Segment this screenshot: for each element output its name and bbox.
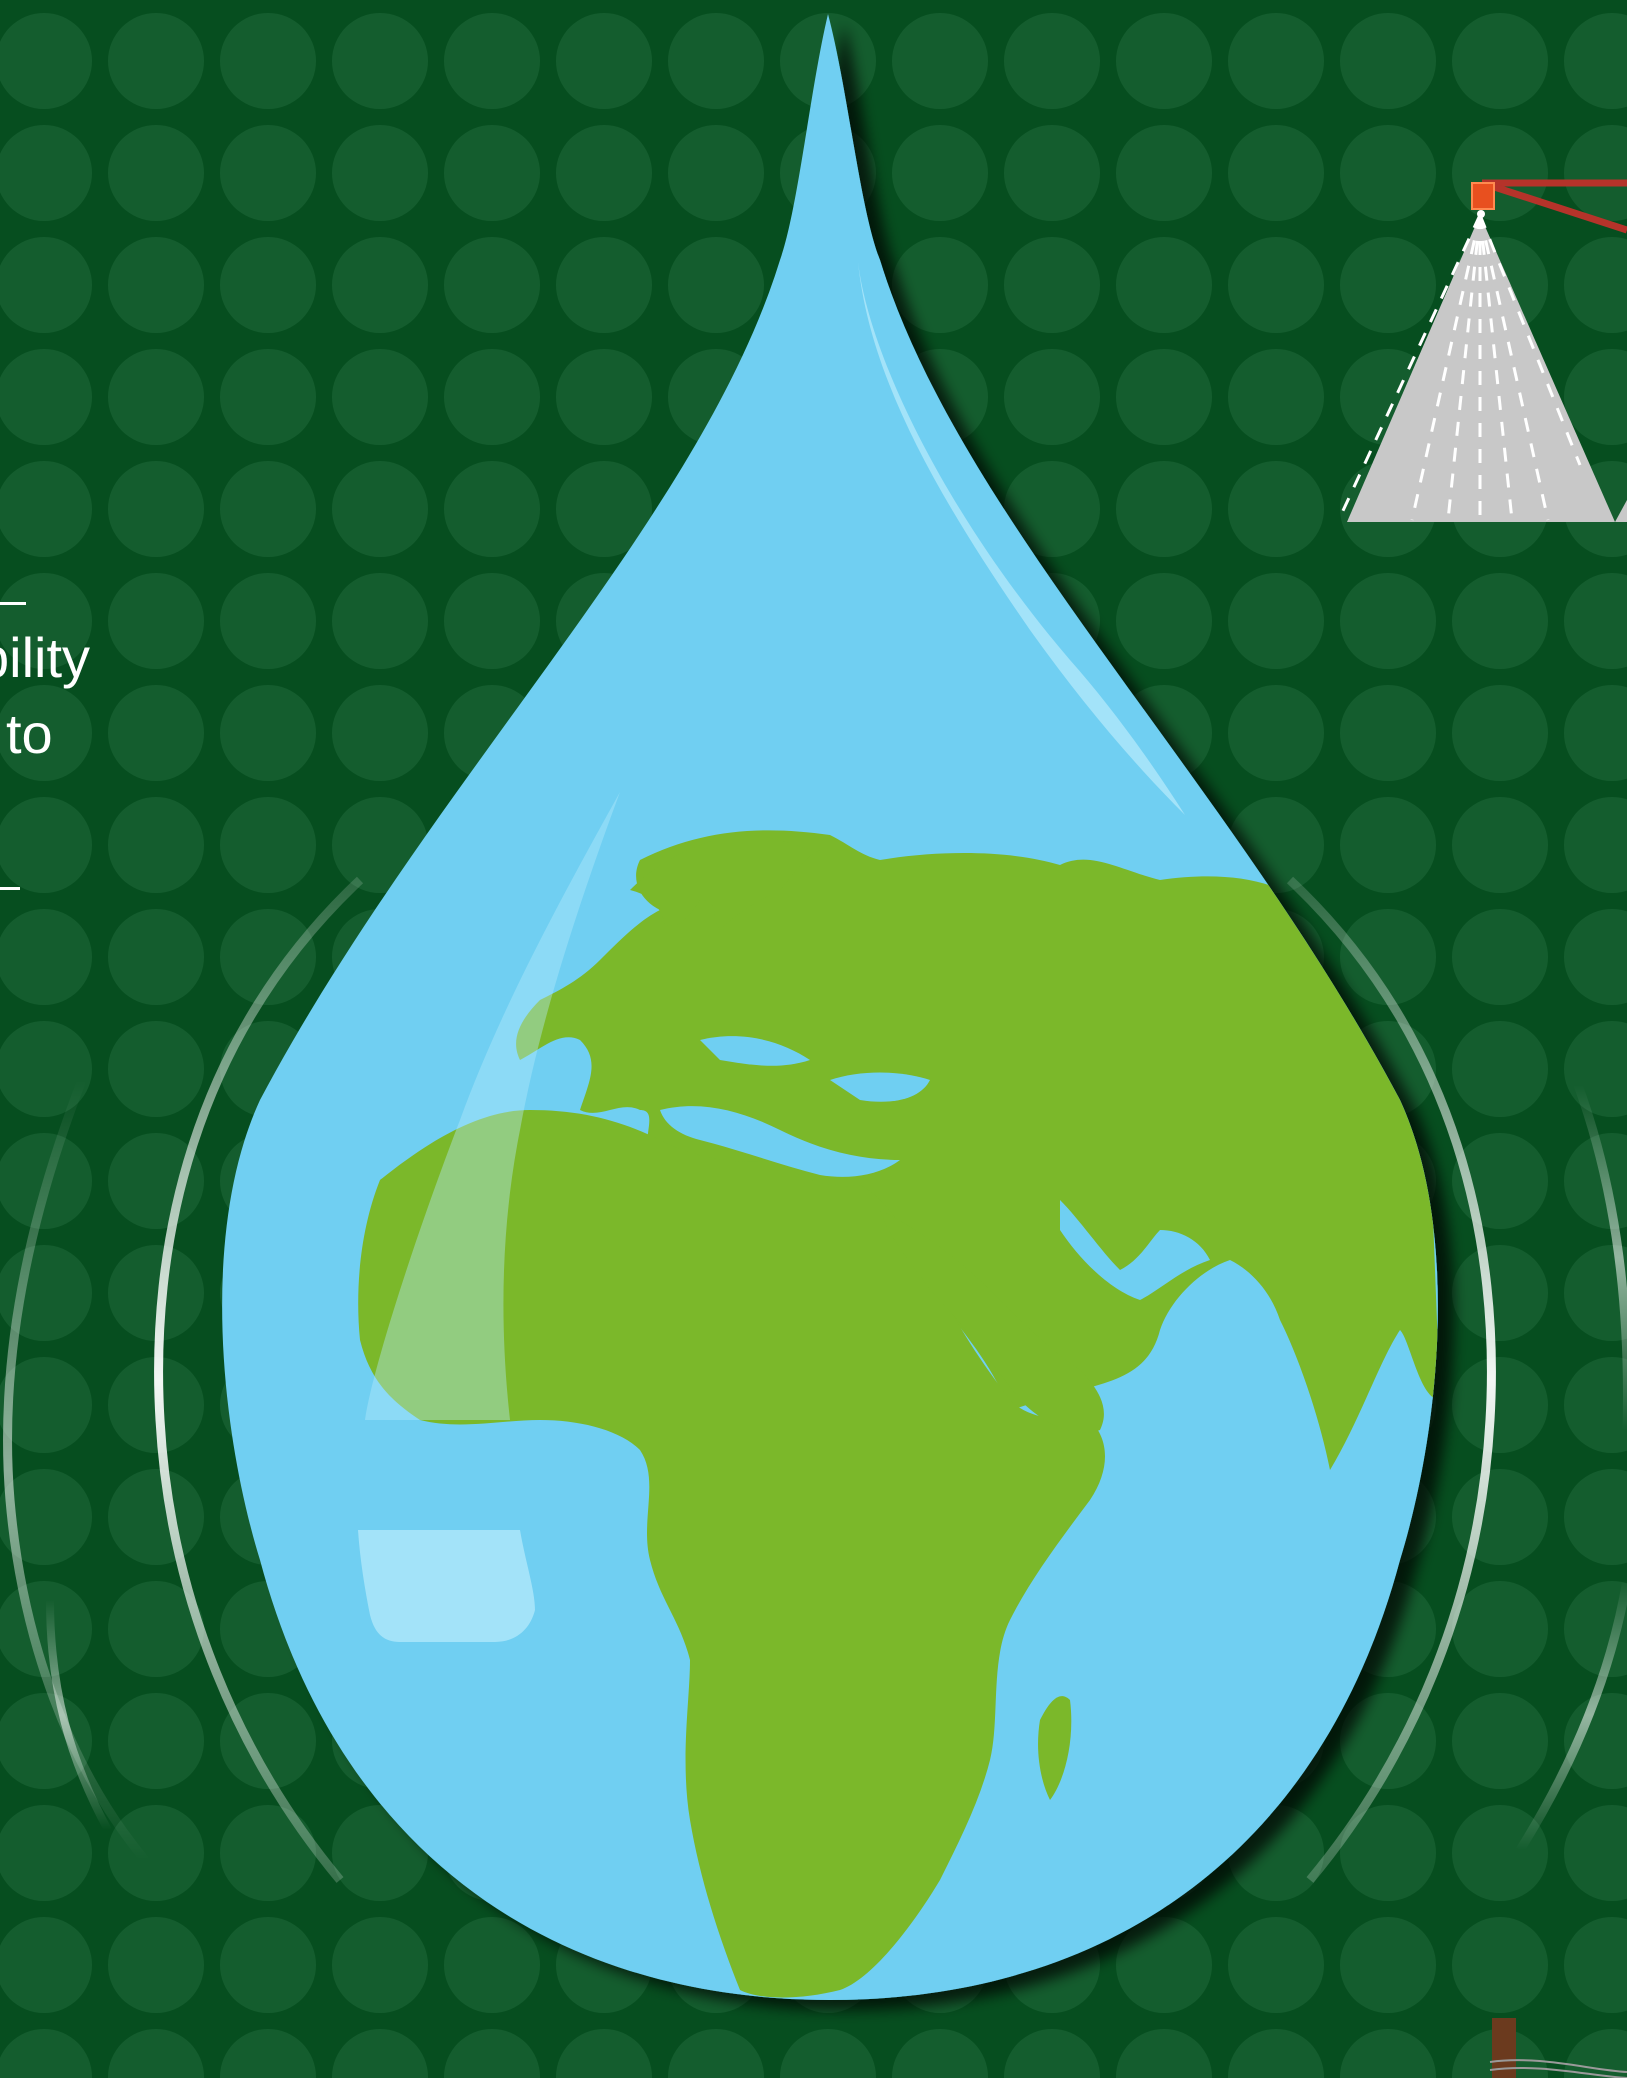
divider-top: [0, 602, 26, 605]
ripple-right: [1286, 876, 1627, 1883]
spray-nozzle-icon: [1339, 179, 1627, 522]
wooden-post-icon: [1489, 2018, 1627, 2078]
intro-text-line-2: l to: [0, 702, 53, 765]
drop-highlights: [358, 262, 1185, 1642]
divider-bottom: [0, 887, 20, 890]
intro-text-line-1: bility: [0, 626, 91, 689]
seas: [660, 1036, 1210, 1300]
continents: [358, 830, 1438, 1998]
intro-text: bility l to: [0, 620, 90, 772]
ripple-left: [3, 876, 364, 1883]
